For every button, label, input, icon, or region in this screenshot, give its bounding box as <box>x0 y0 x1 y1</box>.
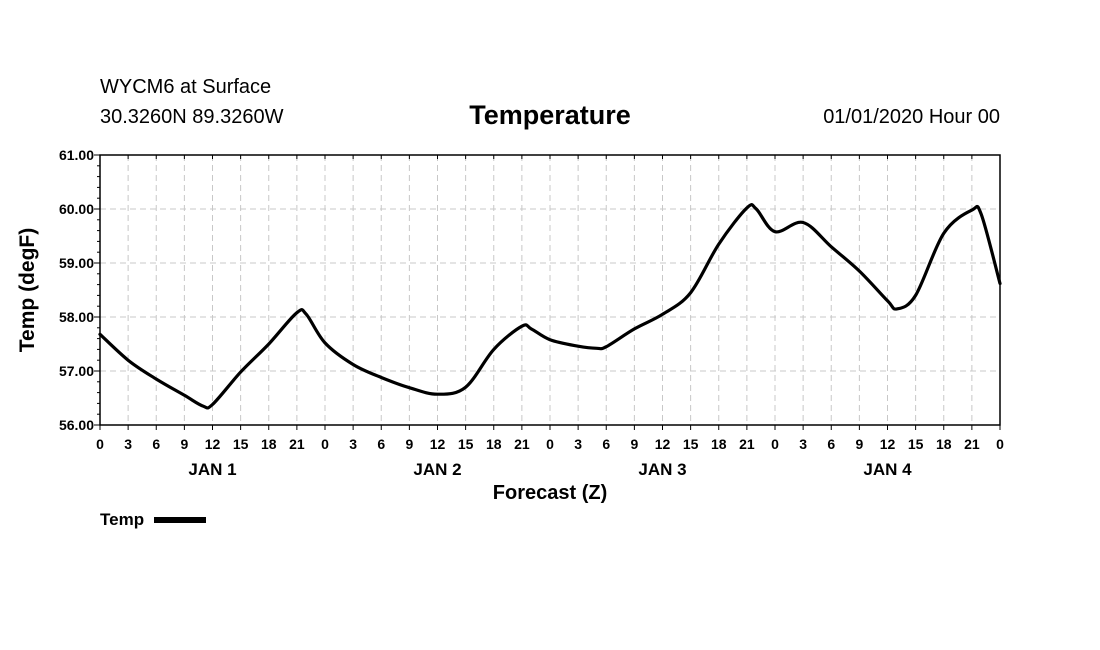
day-label: JAN 1 <box>188 460 236 479</box>
x-tick-label: 15 <box>458 436 474 452</box>
chart-title: Temperature <box>469 100 631 130</box>
legend: Temp <box>100 510 207 530</box>
x-tick-label: 18 <box>711 436 727 452</box>
y-tick-label: 58.00 <box>59 309 94 325</box>
y-tick-labels: 56.00 57.00 58.00 59.00 60.00 61.00 <box>59 147 94 433</box>
x-tick-label: 6 <box>602 436 610 452</box>
grid-lines <box>100 155 1000 425</box>
day-label: JAN 2 <box>413 460 461 479</box>
legend-entry-temp: Temp <box>100 510 145 529</box>
x-tick-label: 0 <box>96 436 104 452</box>
x-tick-label: 6 <box>377 436 385 452</box>
day-labels: JAN 1 JAN 2 JAN 3 JAN 4 <box>188 460 912 479</box>
x-tick-label: 21 <box>514 436 530 452</box>
x-tick-label: 12 <box>430 436 446 452</box>
x-tick-label: 9 <box>405 436 413 452</box>
x-tick-label: 12 <box>880 436 896 452</box>
station-name: WYCM6 at Surface <box>100 76 272 98</box>
y-tick-label: 57.00 <box>59 363 94 379</box>
x-tick-label: 21 <box>739 436 755 452</box>
series-line-temp <box>98 203 1002 410</box>
x-tick-label: 9 <box>630 436 638 452</box>
x-tick-label: 3 <box>799 436 807 452</box>
x-tick-label: 3 <box>574 436 582 452</box>
x-tick-label: 18 <box>261 436 277 452</box>
x-tick-label: 6 <box>827 436 835 452</box>
y-tick-label: 59.00 <box>59 255 94 271</box>
x-tick-label: 9 <box>180 436 188 452</box>
x-tick-labels: 0 3 6 9 12 15 18 21 0 3 6 9 12 15 18 21 0 3 6 9 12 15 18 21 0 3 6 9… <box>96 436 1004 452</box>
x-tick-label: 15 <box>233 436 249 452</box>
station-coordinates: 30.3260N 89.3260W <box>100 106 284 128</box>
x-tick-label: 18 <box>936 436 952 452</box>
legend-swatch-temp <box>154 517 207 523</box>
x-tick-label: 0 <box>771 436 779 452</box>
x-tick-label: 9 <box>855 436 863 452</box>
x-tick-label: 0 <box>321 436 329 452</box>
x-tick-label: 21 <box>964 436 980 452</box>
series-group <box>98 203 1002 410</box>
axes <box>94 154 1001 430</box>
x-axis-label: Forecast (Z) <box>492 482 608 504</box>
y-tick-label: 60.00 <box>59 201 94 217</box>
x-tick-label: 3 <box>349 436 357 452</box>
y-tick-label: 56.00 <box>59 417 94 433</box>
x-tick-label: 12 <box>655 436 671 452</box>
x-tick-label: 6 <box>152 436 160 452</box>
y-tick-label: 61.00 <box>59 147 94 163</box>
day-label: JAN 3 <box>638 460 686 479</box>
day-label: JAN 4 <box>863 460 912 479</box>
x-tick-label: 21 <box>289 436 305 452</box>
plot-frame <box>99 154 1001 426</box>
x-tick-label: 15 <box>683 436 699 452</box>
forecast-run-time: 01/01/2020 Hour 00 <box>823 106 1000 128</box>
x-tick-label: 0 <box>996 436 1004 452</box>
x-tick-label: 3 <box>124 436 132 452</box>
x-tick-label: 18 <box>486 436 502 452</box>
x-tick-label: 15 <box>908 436 924 452</box>
x-tick-label: 12 <box>205 436 221 452</box>
x-tick-label: 0 <box>546 436 554 452</box>
